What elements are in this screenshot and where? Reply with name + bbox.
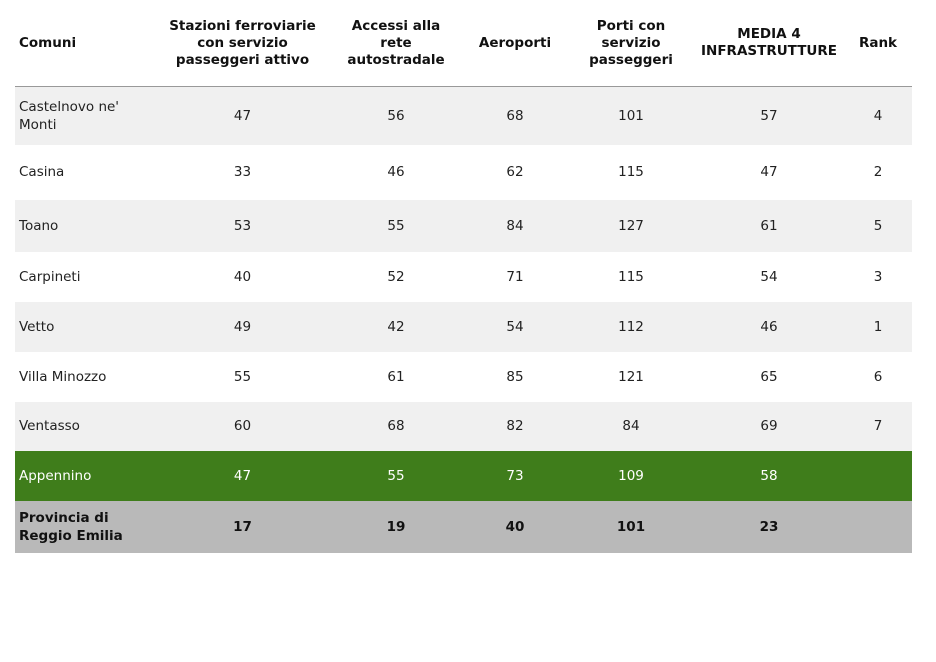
empty-cell: [844, 500, 912, 553]
table-cell: 49: [155, 301, 330, 352]
table-cell: 3: [844, 251, 912, 302]
column-header: Porti con servizio passeggeri: [568, 0, 694, 87]
table-cell: 101: [568, 86, 694, 145]
table-cell: 54: [462, 301, 568, 352]
table-cell: 17: [155, 500, 330, 553]
table-row: Provincia di Reggio Emilia 17 19 40 101 23: [15, 500, 912, 553]
table-cell: 40: [462, 500, 568, 553]
table-cell: 5: [844, 199, 912, 252]
column-header: Aeroporti: [462, 0, 568, 87]
row-label: Casina: [15, 144, 155, 200]
table-cell: 2: [844, 144, 912, 200]
table-cell: 33: [155, 144, 330, 200]
column-header: Comuni: [15, 0, 155, 87]
table-cell: 58: [694, 450, 844, 501]
table-cell: 46: [694, 301, 844, 352]
table-cell: 121: [568, 351, 694, 402]
table-cell: 61: [330, 351, 462, 402]
table-cell: 73: [462, 450, 568, 501]
table-row: Toano 53 55 84 127 61 5: [15, 199, 912, 252]
table-cell: 68: [330, 401, 462, 451]
row-label: Vetto: [15, 301, 155, 352]
table-cell: 61: [694, 199, 844, 252]
table-cell: 40: [155, 251, 330, 302]
table-row: Ventasso 60 68 82 84 69 7: [15, 401, 912, 451]
table-cell: 4: [844, 86, 912, 145]
table-cell: 115: [568, 144, 694, 200]
table-cell: 19: [330, 500, 462, 553]
table-cell: 54: [694, 251, 844, 302]
table-cell: 46: [330, 144, 462, 200]
table-cell: 7: [844, 401, 912, 451]
table-cell: 57: [694, 86, 844, 145]
table-cell: 53: [155, 199, 330, 252]
table-cell: 55: [155, 351, 330, 402]
table-row: Appennino 47 55 73 109 58: [15, 450, 912, 501]
table-cell: 47: [155, 450, 330, 501]
table-cell: 65: [694, 351, 844, 402]
table-row: Villa Minozzo 55 61 85 121 65 6: [15, 351, 912, 402]
table-cell: 56: [330, 86, 462, 145]
table-cell: 1: [844, 301, 912, 352]
table-cell: 82: [462, 401, 568, 451]
row-label: Toano: [15, 199, 155, 252]
table-cell: 112: [568, 301, 694, 352]
table-cell: 115: [568, 251, 694, 302]
table-cell: 68: [462, 86, 568, 145]
table-cell: 71: [462, 251, 568, 302]
row-label: Castelnovo ne' Monti: [15, 86, 155, 145]
table-cell: 60: [155, 401, 330, 451]
table-cell: 84: [568, 401, 694, 451]
table-cell: 55: [330, 199, 462, 252]
table-row: Carpineti 40 52 71 115 54 3: [15, 251, 912, 302]
table-cell: 85: [462, 351, 568, 402]
empty-cell: [844, 450, 912, 501]
table-cell: 6: [844, 351, 912, 402]
table-cell: 127: [568, 199, 694, 252]
table-body: Castelnovo ne' Monti 47 56 68 101 57 4 Casina 33…: [15, 86, 912, 553]
row-label: Carpineti: [15, 251, 155, 302]
table-cell: 52: [330, 251, 462, 302]
table-cell: 55: [330, 450, 462, 501]
table-cell: 23: [694, 500, 844, 553]
table-cell: 109: [568, 450, 694, 501]
table-row: Castelnovo ne' Monti 47 56 68 101 57 4: [15, 86, 912, 145]
row-label: Provincia di Reggio Emilia: [15, 500, 155, 553]
table-cell: 47: [155, 86, 330, 145]
table-cell: 84: [462, 199, 568, 252]
table-cell: 69: [694, 401, 844, 451]
table-cell: 101: [568, 500, 694, 553]
header-row: Comuni Stazioni ferroviarie con servizio …: [15, 0, 912, 87]
row-label: Appennino: [15, 450, 155, 501]
table-row: Vetto 49 42 54 112 46 1: [15, 301, 912, 352]
row-label: Villa Minozzo: [15, 351, 155, 402]
table-cell: 42: [330, 301, 462, 352]
column-header: Stazioni ferroviarie con servizio passeg…: [155, 0, 330, 87]
row-label: Ventasso: [15, 401, 155, 451]
table-cell: 47: [694, 144, 844, 200]
column-header: Rank: [844, 0, 912, 87]
table-row: Casina 33 46 62 115 47 2: [15, 144, 912, 200]
table-cell: 62: [462, 144, 568, 200]
column-header: MEDIA 4 INFRASTRUTTURE: [694, 0, 844, 87]
column-header: Accessi alla rete autostradale: [330, 0, 462, 87]
infrastructure-table: Comuni Stazioni ferroviarie con servizio …: [15, 0, 912, 553]
